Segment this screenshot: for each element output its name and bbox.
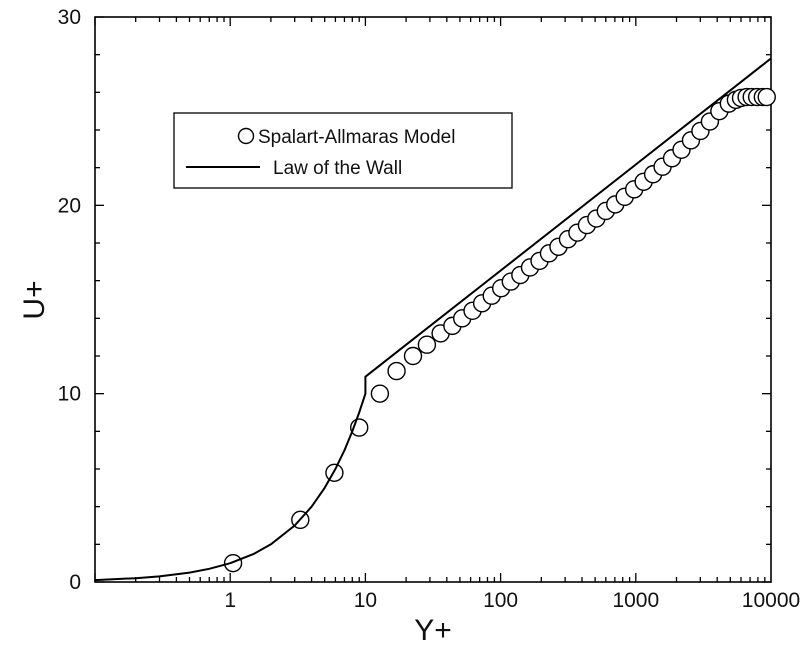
legend-label-series-1: Law of the Wall: [273, 158, 402, 179]
data-point-spalart-allmaras: [387, 361, 406, 381]
x-axis-ticks: 1 10 100 1000 10000: [94, 17, 800, 612]
x-tick-label: 1: [224, 589, 236, 612]
data-point-spalart-allmaras: [223, 553, 243, 573]
x-tick-label: 1000: [612, 589, 659, 612]
legend-label-series-0: Spalart-Allmaras Model: [258, 127, 455, 148]
y-tick-label: 10: [58, 383, 81, 406]
y-tick-label: 0: [69, 571, 81, 594]
legend-marker-circle: [237, 127, 255, 145]
legend: Spalart-Allmaras Model Law of the Wall: [173, 112, 513, 189]
data-point-spalart-allmaras: [403, 346, 423, 366]
plot-frame: [94, 16, 772, 583]
x-axis-title: Y+: [414, 614, 452, 647]
y-tick-label: 20: [58, 194, 81, 217]
x-tick-label: 100: [483, 589, 518, 612]
y-tick-label: 30: [58, 6, 81, 29]
data-point-spalart-allmaras: [370, 384, 390, 403]
legend-box: [173, 112, 513, 189]
y-axis-ticks: 0 10 20 30: [58, 6, 771, 594]
data-point-spalart-allmaras: [757, 87, 776, 107]
x-tick-label: 10000: [742, 589, 800, 612]
x-tick-label: 10: [354, 589, 377, 612]
y-axis-title: U+: [18, 280, 51, 319]
series-layer: [94, 57, 776, 582]
series-line-law-of-the-wall: [94, 57, 772, 582]
data-point-spalart-allmaras: [417, 335, 437, 354]
data-point-spalart-allmaras: [325, 463, 344, 482]
